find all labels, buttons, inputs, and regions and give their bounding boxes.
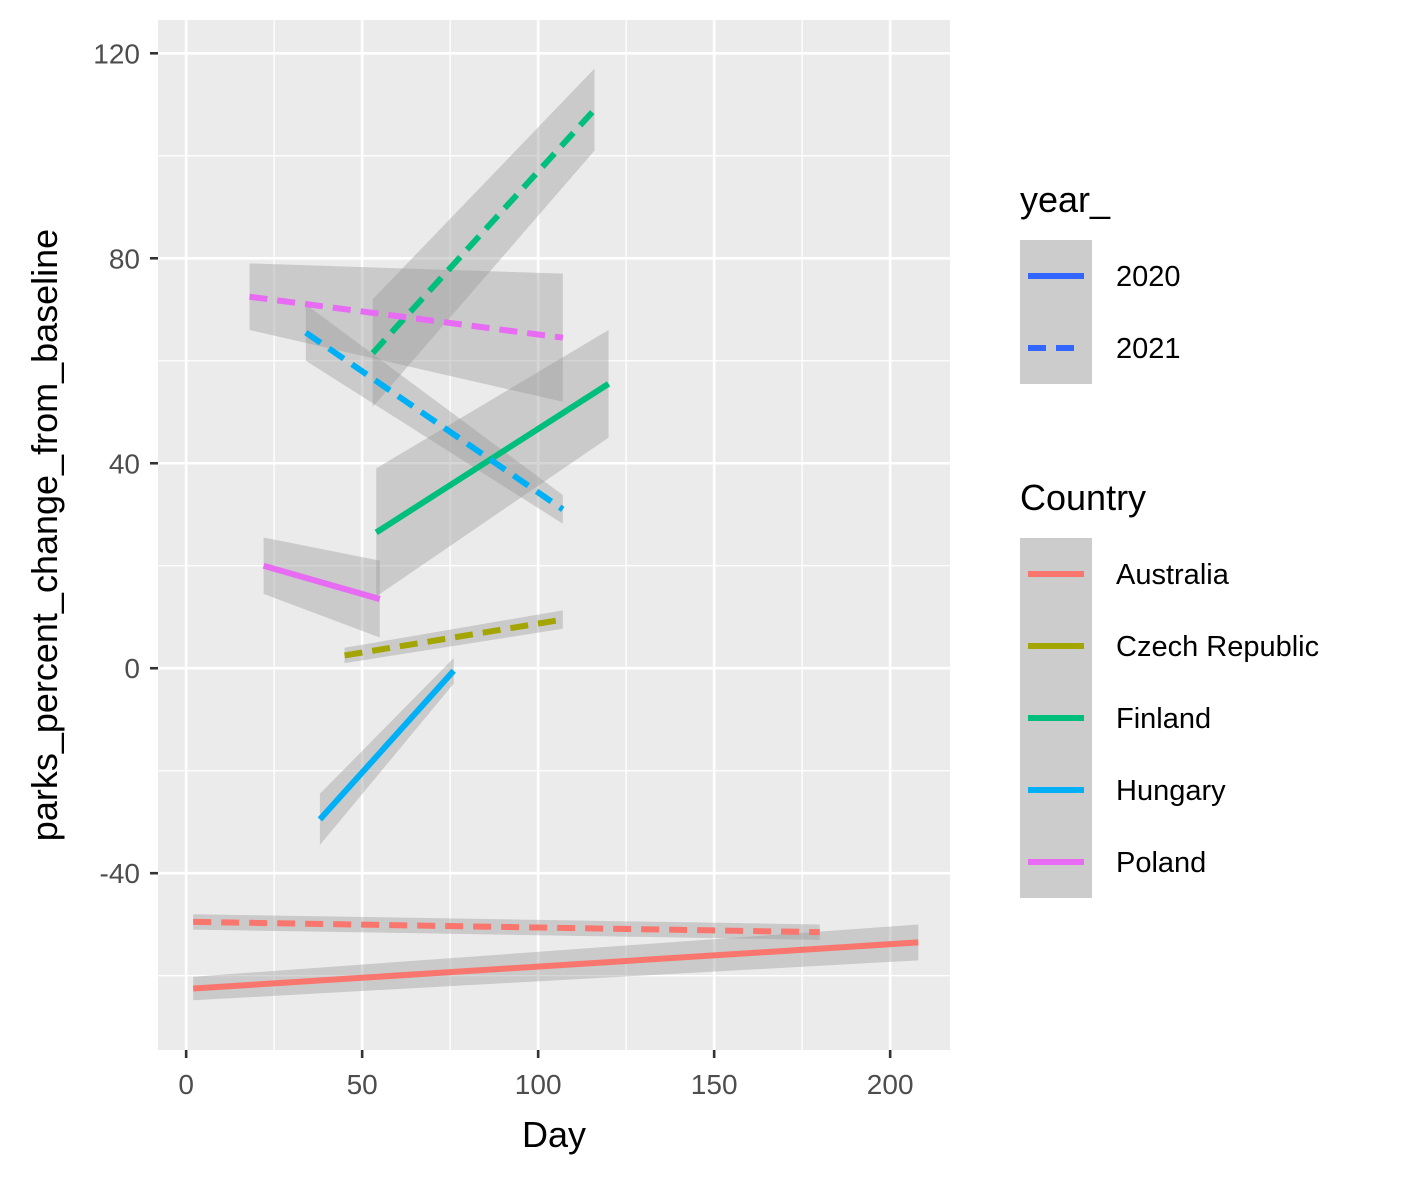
y-tick-label: 80 [109,243,140,274]
legend-label: Hungary [1116,775,1226,807]
legend-key-background [1020,240,1092,384]
major-gridlines [158,20,950,1050]
plot-panel [158,20,950,1050]
legend-label: Czech Republic [1116,631,1319,663]
y-tick-label: -40 [100,858,140,889]
x-tick-label: 0 [178,1069,194,1100]
trend-lines [193,107,919,992]
legend-label: Finland [1116,703,1211,735]
legend-label: 2020 [1116,261,1181,293]
y-axis: -40 0 40 80 120 [93,38,158,889]
x-axis-title: Day [522,1114,586,1155]
x-tick-label: 150 [691,1069,738,1100]
line-poland-2021 [249,293,564,341]
x-axis: 0 50 100 150 200 [178,1050,914,1100]
line-hungary-2020 [317,668,456,822]
x-tick-label: 50 [347,1069,378,1100]
ribbon-poland-2021 [249,263,563,402]
line-australia-2020 [193,939,919,992]
line-czech-republic-2021 [344,616,564,659]
legends: year_ 2020 2021 Country Australia Czech Repub… [1020,179,1319,898]
x-tick-label: 200 [867,1069,914,1100]
line-hungary-2021 [304,330,565,512]
y-tick-label: 40 [109,448,140,479]
ribbon-australia-2020 [193,924,919,1001]
minor-gridlines [158,20,950,1050]
ribbon-hungary-2021 [305,304,563,524]
legend-label: Australia [1116,559,1230,591]
y-tick-label: 120 [93,38,140,69]
y-tick-label: 0 [124,653,140,684]
y-axis-title: parks_percent_change_from_baseline [24,229,65,841]
legend-label: 2021 [1116,333,1181,365]
x-tick-label: 100 [515,1069,562,1100]
ribbon-czech-republic-2021 [344,610,563,664]
legend-title: Country [1020,477,1146,518]
line-australia-2021 [193,918,820,936]
legend-title: year_ [1020,179,1111,220]
line-poland-2020 [262,562,381,602]
legend-label: Poland [1116,847,1206,879]
ribbon-poland-2020 [263,537,380,638]
